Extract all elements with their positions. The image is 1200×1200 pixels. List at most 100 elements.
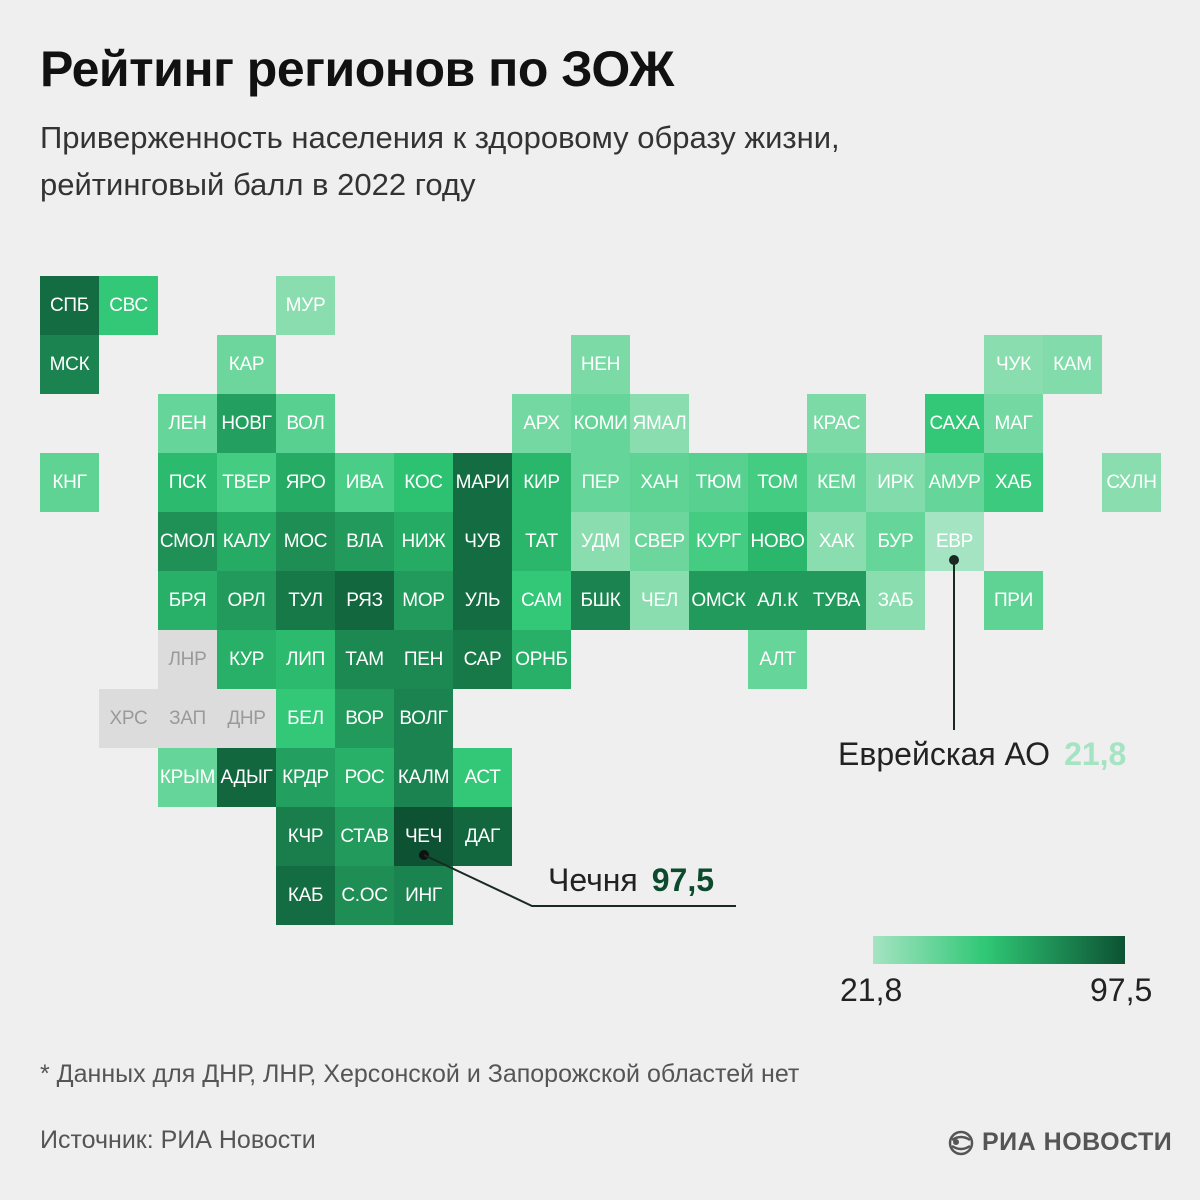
region-tile-74: ВОР bbox=[335, 689, 394, 748]
region-tile-78: КРДР bbox=[276, 748, 335, 807]
callout-leader-evr bbox=[949, 555, 959, 730]
region-tile-65: ТАМ bbox=[335, 630, 394, 689]
region-tile-72: ДНР bbox=[217, 689, 276, 748]
region-tile-4: КАР bbox=[217, 335, 276, 394]
region-tile-40: ТАТ bbox=[512, 512, 571, 571]
region-tile-70: ХРС bbox=[99, 689, 158, 748]
subtitle-line-1: Приверженность населения к здоровому обр… bbox=[40, 120, 840, 155]
region-tile-25: ПЕР bbox=[571, 453, 630, 512]
region-tile-32: ХАБ bbox=[984, 453, 1043, 512]
region-tile-49: ОРЛ bbox=[217, 571, 276, 630]
region-tile-60: ЗАБ bbox=[866, 571, 925, 630]
region-tile-59: ТУВА bbox=[807, 571, 866, 630]
subtitle-line-2: рейтинговый балл в 2022 году bbox=[40, 167, 476, 202]
region-tile-88: ИНГ bbox=[394, 866, 453, 925]
region-tile-57: ОМСК bbox=[689, 571, 748, 630]
region-tile-75: ВОЛГ bbox=[394, 689, 453, 748]
region-tile-71: ЗАП bbox=[158, 689, 217, 748]
region-tile-87: С.ОС bbox=[335, 866, 394, 925]
region-tile-51: РЯЗ bbox=[335, 571, 394, 630]
region-tile-9: НОВГ bbox=[217, 394, 276, 453]
region-tile-42: СВЕР bbox=[630, 512, 689, 571]
callout-leader-chech bbox=[419, 850, 736, 907]
region-tile-20: ЯРО bbox=[276, 453, 335, 512]
region-tile-56: ЧЕЛ bbox=[630, 571, 689, 630]
legend-min-label: 21,8 bbox=[840, 972, 903, 1008]
callout-evr-label: Еврейская АО bbox=[838, 736, 1051, 772]
region-tile-28: ТОМ bbox=[748, 453, 807, 512]
callout-evr: Еврейская АО 21,8 bbox=[838, 736, 1126, 773]
region-tile-3: МСК bbox=[40, 335, 99, 394]
region-tile-29: КЕМ bbox=[807, 453, 866, 512]
region-tile-1: СВС bbox=[99, 276, 158, 335]
subtitle: Приверженность населения к здоровому обр… bbox=[40, 114, 1040, 208]
region-tile-23: МАРИ bbox=[453, 453, 512, 512]
region-tile-55: БШК bbox=[571, 571, 630, 630]
region-tile-79: РОС bbox=[335, 748, 394, 807]
region-tile-30: ИРК bbox=[866, 453, 925, 512]
region-tile-8: ЛЕН bbox=[158, 394, 217, 453]
region-tile-21: ИВА bbox=[335, 453, 394, 512]
region-tile-7: КАМ bbox=[1043, 335, 1102, 394]
callout-chech-value: 97,5 bbox=[651, 862, 715, 898]
region-tile-62: ЛНР bbox=[158, 630, 217, 689]
region-tile-63: КУР bbox=[217, 630, 276, 689]
region-tile-31: АМУР bbox=[925, 453, 984, 512]
footnote: * Данных для ДНР, ЛНР, Херсонской и Запо… bbox=[40, 1060, 800, 1088]
region-tile-39: ЧУВ bbox=[453, 512, 512, 571]
region-tile-83: СТАВ bbox=[335, 807, 394, 866]
logo-text: РИА НОВОСТИ bbox=[982, 1128, 1173, 1156]
region-tile-19: ТВЕР bbox=[217, 453, 276, 512]
region-tile-61: ПРИ bbox=[984, 571, 1043, 630]
region-tile-26: ХАН bbox=[630, 453, 689, 512]
ria-logo: РИА НОВОСТИ bbox=[948, 1128, 1172, 1157]
legend-color-bar bbox=[873, 936, 1125, 964]
region-tile-58: АЛ.К bbox=[748, 571, 807, 630]
region-tile-35: КАЛУ bbox=[217, 512, 276, 571]
region-tile-53: УЛЬ bbox=[453, 571, 512, 630]
region-tile-44: НОВО bbox=[748, 512, 807, 571]
region-tile-43: КУРГ bbox=[689, 512, 748, 571]
region-tile-45: ХАК bbox=[807, 512, 866, 571]
region-tile-17: КНГ bbox=[40, 453, 99, 512]
region-tile-54: САМ bbox=[512, 571, 571, 630]
region-tile-18: ПСК bbox=[158, 453, 217, 512]
region-tile-37: ВЛА bbox=[335, 512, 394, 571]
region-tile-5: НЕН bbox=[571, 335, 630, 394]
region-tile-2: МУР bbox=[276, 276, 335, 335]
region-tile-67: САР bbox=[453, 630, 512, 689]
callout-chech: Чечня 97,5 bbox=[548, 862, 714, 899]
ria-globe-icon bbox=[948, 1130, 974, 1155]
region-tile-86: КАБ bbox=[276, 866, 335, 925]
region-tile-13: ЯМАЛ bbox=[630, 394, 689, 453]
region-tile-73: БЕЛ bbox=[276, 689, 335, 748]
region-tile-41: УДМ bbox=[571, 512, 630, 571]
region-tile-52: МОР bbox=[394, 571, 453, 630]
region-tile-27: ТЮМ bbox=[689, 453, 748, 512]
region-tile-22: КОС bbox=[394, 453, 453, 512]
callout-chech-label: Чечня bbox=[548, 862, 638, 898]
region-tile-82: КЧР bbox=[276, 807, 335, 866]
region-tile-68: ОРНБ bbox=[512, 630, 571, 689]
region-tile-64: ЛИП bbox=[276, 630, 335, 689]
region-tile-11: АРХ bbox=[512, 394, 571, 453]
region-tile-14: КРАС bbox=[807, 394, 866, 453]
region-tile-77: АДЫГ bbox=[217, 748, 276, 807]
region-tile-69: АЛТ bbox=[748, 630, 807, 689]
region-tile-16: МАГ bbox=[984, 394, 1043, 453]
region-tile-80: КАЛМ bbox=[394, 748, 453, 807]
callout-evr-value: 21,8 bbox=[1064, 736, 1127, 772]
legend-max-label: 97,5 bbox=[1090, 972, 1153, 1008]
region-tile-81: АСТ bbox=[453, 748, 512, 807]
region-tile-76: КРЫМ bbox=[158, 748, 217, 807]
region-tile-85: ДАГ bbox=[453, 807, 512, 866]
region-tile-10: ВОЛ bbox=[276, 394, 335, 453]
region-tile-38: НИЖ bbox=[394, 512, 453, 571]
region-tile-24: КИР bbox=[512, 453, 571, 512]
region-tile-0: СПБ bbox=[40, 276, 99, 335]
region-tile-12: КОМИ bbox=[571, 394, 630, 453]
region-tile-66: ПЕН bbox=[394, 630, 453, 689]
region-tile-34: СМОЛ bbox=[158, 512, 217, 571]
